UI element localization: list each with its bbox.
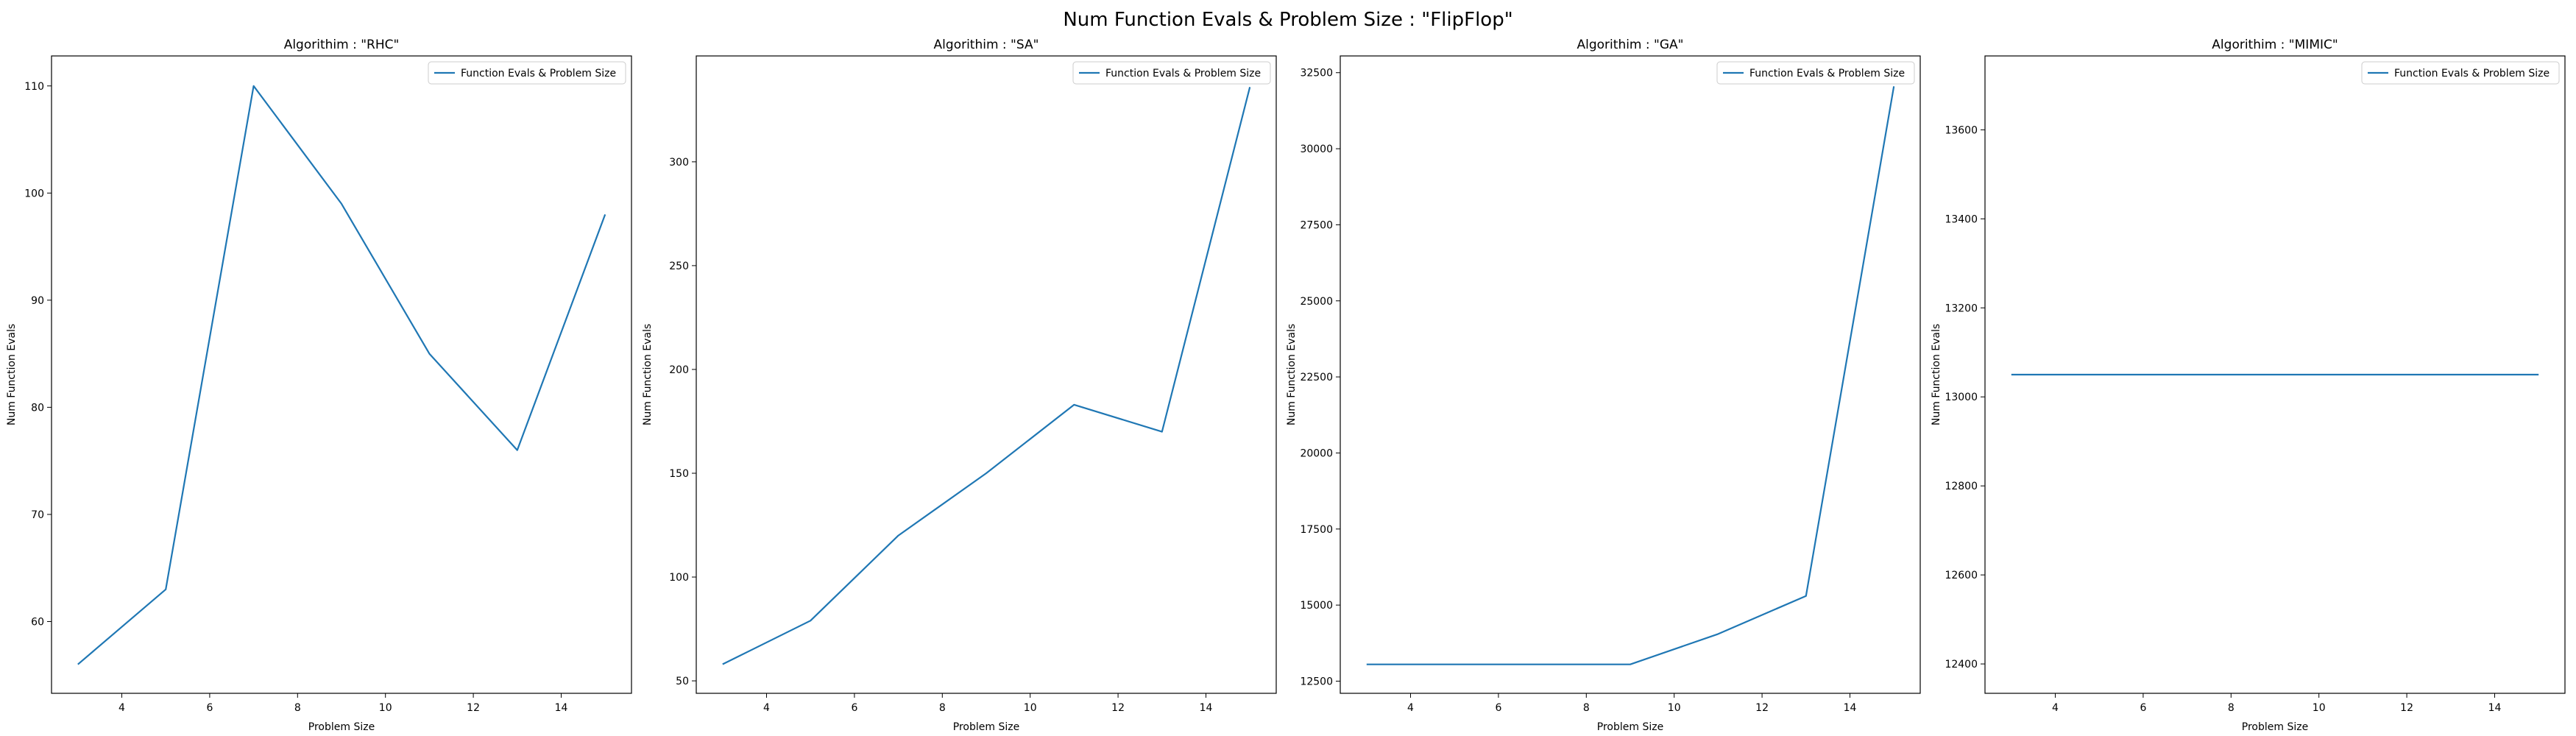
y-tick-label: 27500 <box>1300 219 1333 231</box>
chart-panel-2: Algorithim : "SA" 4 6 8 10 12 14 50 100 150 200 250… <box>642 38 1277 733</box>
legend-label: Function Evals & Problem Size <box>2394 68 2550 79</box>
y-tick-label: 17500 <box>1300 524 1333 536</box>
chart-title: Algorithim : "SA" <box>934 38 1039 52</box>
axes-frame <box>1340 55 1921 694</box>
y-axis-label: Num Function Evals <box>1286 324 1298 425</box>
x-tick-label: 12 <box>1755 702 1769 714</box>
axes-frame <box>51 55 632 694</box>
x-tick-label: 14 <box>1200 702 1213 714</box>
y-axis-label: Num Function Evals <box>642 324 654 425</box>
chart-panel-4: Algorithim : "MIMIC" 4 6 8 10 12 14 12400 12600 1… <box>1931 38 2566 733</box>
legend-box <box>1716 61 1915 85</box>
y-tick-label: 13000 <box>1945 392 1978 403</box>
y-tick-label: 110 <box>24 81 44 93</box>
y-tick-label: 150 <box>669 468 689 480</box>
x-tick-label: 12 <box>467 702 480 714</box>
x-tick-label: 10 <box>1024 702 1037 714</box>
y-tick-label: 25000 <box>1300 296 1333 308</box>
x-tick-label: 10 <box>2313 702 2326 714</box>
x-tick-label: 12 <box>2400 702 2413 714</box>
y-tick-label: 15000 <box>1300 600 1333 612</box>
x-tick-label: 10 <box>379 702 392 714</box>
x-axis-label: Problem Size <box>953 721 1019 733</box>
legend-box <box>1072 61 1271 85</box>
y-tick-label: 70 <box>31 509 44 521</box>
y-tick-label: 13400 <box>1945 213 1978 225</box>
axes-frame <box>1984 55 2566 694</box>
y-tick-label: 12600 <box>1945 570 1978 581</box>
y-tick-label: 12400 <box>1945 659 1978 670</box>
x-tick-label: 4 <box>1407 702 1414 714</box>
y-tick-label: 32500 <box>1300 68 1333 79</box>
x-tick-label: 12 <box>1111 702 1125 714</box>
x-tick-label: 4 <box>2052 702 2059 714</box>
x-tick-label: 8 <box>939 702 946 714</box>
y-axis-label: Num Function Evals <box>1931 324 1942 425</box>
y-tick-label: 100 <box>24 188 44 199</box>
legend-label: Function Evals & Problem Size <box>1749 68 1905 79</box>
x-tick-label: 8 <box>1583 702 1590 714</box>
x-tick-label: 14 <box>1844 702 1857 714</box>
x-tick-label: 6 <box>1495 702 1501 714</box>
y-tick-label: 22500 <box>1300 372 1333 383</box>
x-tick-label: 8 <box>294 702 301 714</box>
x-tick-label: 10 <box>1668 702 1681 714</box>
x-axis-label: Problem Size <box>1597 721 1663 733</box>
figure-title: Num Function Evals & Problem Size : "Fli… <box>1063 9 1513 31</box>
x-tick-label: 4 <box>763 702 770 714</box>
series-line <box>722 87 1251 665</box>
y-tick-label: 50 <box>676 676 689 687</box>
legend-box <box>428 61 626 85</box>
x-tick-label: 6 <box>851 702 857 714</box>
legend-box <box>2361 61 2560 85</box>
legend-label: Function Evals & Problem Size <box>461 68 616 79</box>
y-tick-label: 200 <box>669 364 689 376</box>
y-tick-label: 300 <box>669 157 689 169</box>
y-tick-label: 60 <box>31 616 44 628</box>
x-tick-label: 6 <box>206 702 213 714</box>
series-line <box>1366 86 1895 665</box>
chart-title: Algorithim : "MIMIC" <box>2212 38 2338 52</box>
axes-frame <box>696 55 1277 694</box>
chart-title: Algorithim : "RHC" <box>284 38 400 52</box>
chart-panel-1: Algorithim : "RHC" 4 6 8 10 12 14 60 70 80 90 100 11… <box>6 38 632 733</box>
x-axis-label: Problem Size <box>308 721 375 733</box>
legend-label: Function Evals & Problem Size <box>1105 68 1261 79</box>
y-tick-label: 250 <box>669 261 689 272</box>
y-axis-label: Num Function Evals <box>6 324 18 425</box>
y-tick-label: 13600 <box>1945 124 1978 136</box>
x-tick-label: 4 <box>118 702 125 714</box>
y-tick-label: 30000 <box>1300 144 1333 155</box>
y-tick-label: 90 <box>31 295 44 307</box>
y-tick-label: 12800 <box>1945 481 1978 492</box>
x-tick-label: 14 <box>2488 702 2502 714</box>
y-tick-label: 13200 <box>1945 302 1978 314</box>
x-tick-label: 8 <box>2228 702 2234 714</box>
y-tick-label: 20000 <box>1300 447 1333 459</box>
series-line <box>77 85 606 665</box>
chart-panel-3: Algorithim : "GA" 4 6 8 10 12 14 12500 15000 1750… <box>1286 38 1921 733</box>
x-axis-label: Problem Size <box>2242 721 2308 733</box>
chart-title: Algorithim : "GA" <box>1577 38 1684 52</box>
x-tick-label: 6 <box>2140 702 2146 714</box>
x-tick-label: 14 <box>555 702 568 714</box>
y-tick-label: 12500 <box>1300 676 1333 687</box>
y-tick-label: 80 <box>31 402 44 414</box>
y-tick-label: 100 <box>669 572 689 584</box>
